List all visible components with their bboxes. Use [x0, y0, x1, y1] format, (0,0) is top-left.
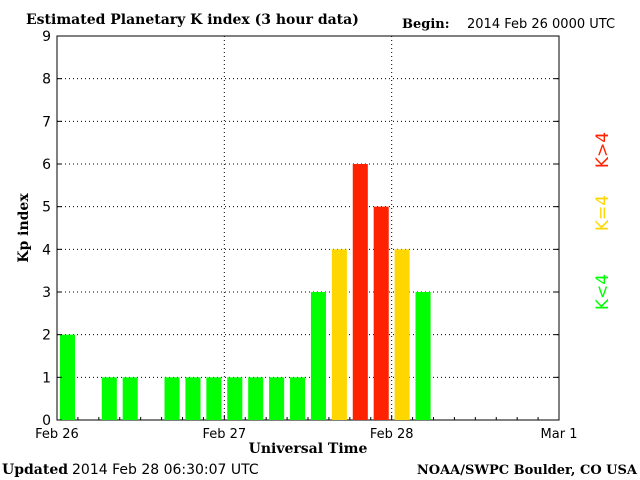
y-tick-label: 6	[42, 157, 51, 173]
y-tick-label: 8	[42, 72, 51, 88]
kp-bar	[101, 377, 117, 420]
kp-bar	[227, 377, 243, 420]
y-tick-label: 4	[42, 242, 51, 258]
y-tick-label: 5	[42, 200, 51, 216]
begin-label: Begin:	[402, 17, 450, 32]
kp-bar	[269, 377, 285, 420]
kp-bar	[415, 292, 431, 420]
kp-bar	[310, 292, 326, 420]
begin-value: 2014 Feb 26 0000 UTC	[467, 17, 615, 32]
kp-bar	[394, 249, 410, 420]
y-tick-label: 2	[42, 328, 51, 344]
y-tick-label: 7	[42, 114, 51, 130]
kp-bar	[352, 164, 368, 420]
kp-bar	[164, 377, 180, 420]
updated-value: 2014 Feb 28 06:30:07 UTC	[72, 462, 259, 478]
kp-bar	[248, 377, 264, 420]
x-tick-label: Mar 1	[541, 427, 578, 442]
chart-title: Estimated Planetary K index (3 hour data…	[26, 12, 359, 28]
credit-text: NOAA/SWPC Boulder, CO USA	[417, 463, 638, 478]
bars	[59, 164, 431, 420]
grid-lines	[57, 36, 559, 420]
kp-bar	[185, 377, 201, 420]
kp-bar	[59, 334, 75, 420]
x-tick-label: Feb 28	[370, 427, 414, 442]
y-axis-ticks: 0 1 2 3 4 5 6 7 8 9	[42, 29, 559, 429]
kp-bar	[331, 249, 347, 420]
plot-area	[56, 35, 560, 421]
y-axis-label: Kp index	[16, 193, 32, 263]
updated-label: Updated	[2, 462, 68, 478]
y-tick-label: 0	[42, 413, 51, 429]
x-axis-label: Universal Time	[249, 441, 368, 457]
kp-bar	[373, 206, 389, 420]
kp-bar	[290, 377, 306, 420]
y-tick-label: 9	[42, 29, 51, 45]
kp-bar	[206, 377, 222, 420]
x-tick-label: Feb 27	[202, 427, 246, 442]
legend-k-equal-4: K=4	[593, 195, 613, 231]
y-tick-label: 1	[42, 370, 51, 386]
legend-k-below-4: K<4	[593, 274, 613, 310]
kp-bar	[122, 377, 138, 420]
x-tick-label: Feb 26	[35, 427, 79, 442]
legend-k-above-4: K>4	[593, 132, 613, 168]
x-axis-ticks: Feb 26 Feb 27 Feb 28 Mar 1	[35, 415, 577, 442]
y-tick-label: 3	[42, 285, 51, 301]
